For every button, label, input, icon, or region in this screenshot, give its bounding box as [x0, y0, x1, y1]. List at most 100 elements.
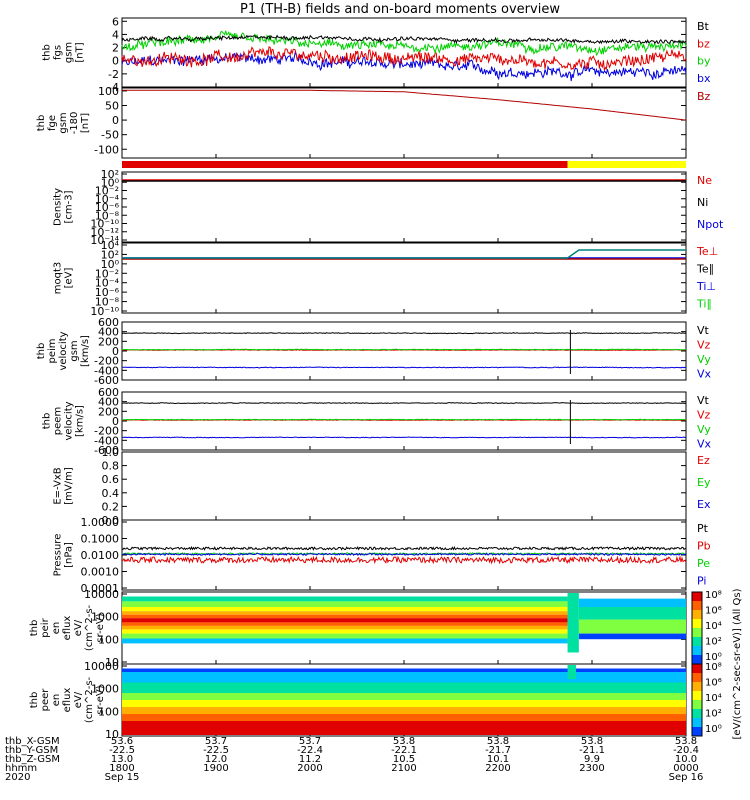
ylabel-line: peir — [40, 617, 51, 637]
legend-ni: Ni — [697, 196, 708, 209]
panel-frame-moqt3 — [121, 242, 687, 314]
axis-value: -21.1 — [579, 745, 605, 756]
legend-vy: Vy — [697, 353, 711, 366]
colorbar-cell — [692, 628, 702, 638]
colorbar-cell — [692, 646, 702, 656]
legend-pe: Pe — [697, 557, 710, 570]
ylabel-moqt3: moqt3 [eV] — [53, 262, 75, 295]
axis-value: 2100 — [391, 763, 416, 774]
axis-value: 53.8 — [393, 736, 415, 747]
ytick-label: 10⁻¹⁴ — [90, 234, 119, 247]
colorbar-tick: 10⁸ — [705, 590, 722, 601]
axis-row-label: thb_Z-GSM — [5, 754, 60, 765]
ylabel-line: gsm — [64, 42, 75, 63]
colorbar-tick: 10² — [705, 637, 722, 648]
spectro-cell — [122, 618, 568, 623]
ylabel-pressure: Pressure [nPa] — [53, 534, 75, 577]
ylabel-line: [km/s] — [80, 335, 91, 367]
ytick-label: 0.2 — [102, 500, 120, 513]
panel-frame-efield — [121, 451, 687, 521]
ytick-label: 1000 — [91, 683, 119, 696]
ylabel-efield: E=-VxB [mV/m] — [53, 467, 75, 505]
spectro-cell — [122, 607, 568, 612]
legend-bt: Bt — [697, 20, 710, 33]
colorbar-tick: 10⁴ — [705, 693, 722, 704]
panel-frame-density — [121, 171, 687, 243]
spectro-cell — [122, 714, 686, 721]
series-vt — [121, 402, 687, 405]
ylabel-peim-velocity: thb peim velocity gsm [km/s] — [36, 331, 91, 370]
axis-row-label: hhmm — [5, 763, 37, 774]
axis-value: 53.7 — [299, 736, 321, 747]
ytick-label: 10² — [101, 248, 119, 261]
legend-pi: Pi — [697, 575, 706, 588]
ylabel-line: eV/ — [73, 619, 84, 636]
plot-title: P1 (TH-B) fields and on-board moments ov… — [240, 2, 560, 17]
colorbar-cell — [692, 709, 702, 719]
ytick-label: 0.0001 — [81, 582, 120, 595]
colorbar-cell — [692, 682, 702, 692]
series-bt — [121, 34, 687, 45]
series-by — [121, 30, 687, 56]
axis-value: -22.4 — [297, 745, 323, 756]
colorbar-label: [eV/(cm^2-sec-sr-eV)] (All Qs) — [732, 588, 743, 739]
ytick-label: 4 — [112, 28, 119, 41]
legend-ti∥: Ti∥ — [696, 298, 712, 311]
series-bx — [121, 51, 687, 82]
ylabel-line: thb — [36, 115, 47, 132]
colorbar-cell — [692, 727, 702, 737]
colorbar-cell — [692, 700, 702, 710]
axis-value: 0000 — [673, 763, 698, 774]
ytick-label: -2 — [108, 68, 119, 81]
ytick-label: 10 — [105, 728, 119, 741]
ylabel-line: eflux — [62, 616, 73, 641]
legend-pb: Pb — [697, 540, 711, 553]
spectro-cell — [122, 611, 568, 615]
spectro-cell — [578, 598, 686, 607]
ytick-label: -100 — [94, 143, 119, 156]
ylabel-line: en — [51, 694, 62, 707]
ylabel-line: (cm^2-s- — [84, 604, 95, 651]
spectro-cell — [578, 607, 686, 620]
ylabel-line: fge — [47, 115, 58, 131]
ylabel-line: gsm — [69, 340, 80, 361]
ytick-label: 10⁻⁸ — [95, 296, 120, 309]
spectro-cell — [122, 638, 568, 644]
axis-value: 53.6 — [111, 736, 133, 747]
spectro-cell — [122, 721, 686, 735]
legend-vx: Vx — [697, 368, 712, 381]
axis-value: 53.8 — [581, 736, 603, 747]
spectro-cell — [122, 633, 568, 639]
ylabel-density: Density [cm-3] — [53, 188, 75, 226]
ytick-label: 100 — [98, 633, 119, 646]
series-vx — [121, 366, 687, 369]
spectrogram-peir — [122, 593, 686, 653]
panel-frame-pressure — [121, 519, 687, 591]
mode-bar-yellow — [567, 161, 686, 168]
ytick-label: 400 — [98, 396, 119, 409]
ytick-label: 0 — [112, 345, 119, 358]
ylabel-line: [nT] — [80, 113, 91, 133]
legend-ti⊥: Ti⊥ — [696, 280, 716, 293]
spectro-cell — [122, 707, 686, 714]
ytick-label: 600 — [98, 386, 119, 399]
legend-ne: Ne — [697, 174, 712, 187]
spectro-cell — [122, 700, 686, 707]
ytick-label: 10⁴ — [101, 239, 120, 252]
ytick-label: 10⁻⁶ — [95, 286, 120, 299]
ytick-label: 0.0010 — [81, 566, 120, 579]
ytick-label: 1.0 — [102, 446, 120, 459]
series-vx — [121, 436, 687, 439]
legend-ez: Ez — [697, 454, 710, 467]
ytick-label: 0.8 — [102, 460, 120, 473]
legend-by: by — [697, 55, 711, 68]
spectro-cell — [567, 665, 577, 679]
panel-frame-peem-velocity — [121, 391, 687, 451]
ytick-label: 0 — [112, 55, 119, 68]
ytick-label: -400 — [94, 434, 119, 447]
ytick-label: 0.0 — [102, 514, 120, 527]
colorbar-cell — [692, 619, 702, 629]
axis-row-label: 2020 — [5, 772, 30, 783]
